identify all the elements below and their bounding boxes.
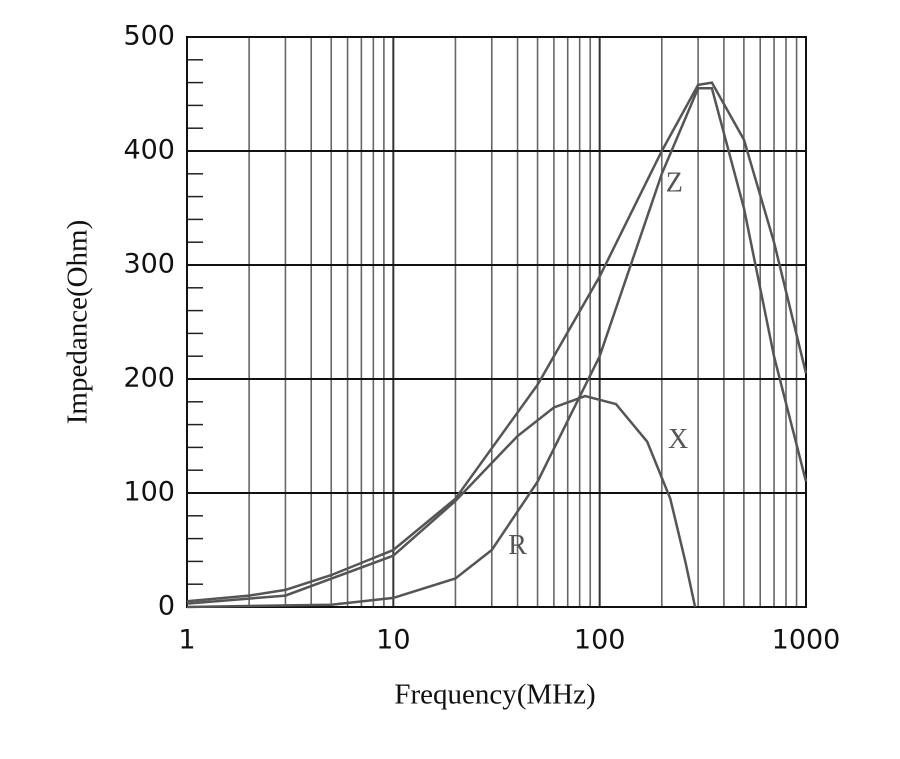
- y-tick-label: 0: [158, 591, 175, 622]
- y-tick-label: 500: [123, 21, 175, 52]
- x-tick-label: 100: [574, 625, 626, 656]
- series-label: X: [668, 424, 688, 455]
- plot-frame: [186, 36, 807, 608]
- series-line: [186, 87, 808, 609]
- y-tick-label: 300: [123, 249, 175, 280]
- series-label: Z: [666, 168, 683, 199]
- series-line: [186, 394, 697, 608]
- y-tick-label: 400: [123, 135, 175, 166]
- series-label: R: [508, 530, 527, 561]
- y-axis-title: Impedance(Ohm): [62, 220, 94, 425]
- x-tick-label: 1000: [772, 625, 841, 656]
- y-tick-label: 100: [123, 477, 175, 508]
- y-tick-label: 200: [123, 363, 175, 394]
- x-tick-label: 1: [178, 625, 195, 656]
- x-axis-title: Frequency(MHz): [394, 679, 595, 711]
- series-line: [186, 81, 808, 603]
- x-tick-label: 10: [376, 625, 410, 656]
